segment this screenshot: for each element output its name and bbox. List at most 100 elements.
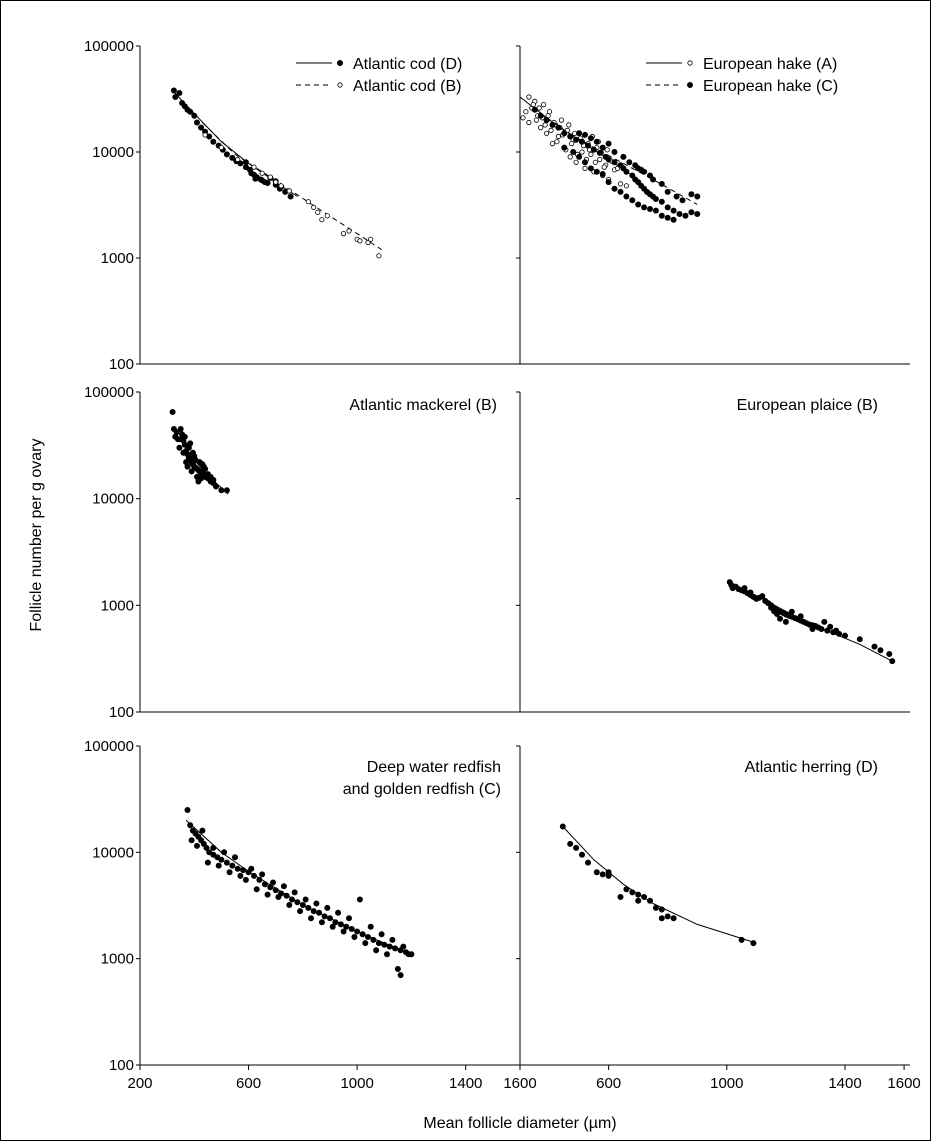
data-point (842, 632, 849, 639)
data-point (286, 188, 292, 194)
data-point (623, 183, 630, 189)
data-point (573, 159, 579, 165)
data-point (856, 636, 863, 643)
data-point (688, 191, 695, 198)
data-point (337, 921, 344, 928)
data-point (376, 253, 382, 259)
data-point (324, 213, 330, 219)
data-point (381, 941, 388, 948)
data-point (774, 611, 781, 618)
data-point (611, 148, 618, 155)
data-point (558, 117, 565, 123)
data-point (576, 153, 583, 160)
data-point (549, 141, 556, 147)
data-point (629, 172, 636, 179)
data-point (561, 144, 568, 151)
data-point (170, 87, 177, 94)
data-point (326, 915, 333, 922)
data-point (542, 122, 548, 128)
data-point (264, 179, 271, 186)
data-point (664, 913, 671, 920)
data-point (592, 159, 598, 165)
data-point (215, 862, 222, 869)
data-point (593, 138, 600, 145)
data-point (184, 463, 191, 470)
data-point (623, 886, 630, 893)
data-point (623, 168, 630, 175)
data-point (611, 185, 618, 192)
data-point (599, 871, 606, 878)
data-point (526, 119, 532, 126)
data-point (617, 181, 624, 187)
legend-label: Atlantic cod (B) (353, 78, 461, 95)
data-point (299, 902, 306, 909)
data-point (226, 869, 233, 876)
panel-title: Atlantic herring (D) (745, 759, 878, 776)
data-point (658, 198, 665, 205)
data-point (652, 195, 659, 202)
data-point (172, 94, 179, 101)
data-point (189, 449, 196, 456)
data-point (824, 627, 831, 634)
data-point (305, 904, 312, 911)
data-point (647, 205, 654, 212)
data-point (567, 133, 574, 140)
data-point (177, 425, 184, 432)
data-point (605, 179, 612, 186)
trend-line (531, 105, 698, 205)
panel-0-1: European hake (A) European hake (C) (519, 56, 838, 223)
x-tick-label: 1400 (828, 1075, 861, 1092)
data-point (394, 966, 401, 973)
data-point (392, 945, 399, 952)
data-point (738, 936, 745, 943)
data-point (679, 197, 686, 204)
data-point (273, 179, 279, 185)
x-tick-label: 200 (127, 1075, 152, 1092)
data-point (357, 238, 363, 244)
data-point (200, 840, 207, 847)
data-point (635, 891, 642, 898)
data-point (554, 139, 560, 145)
data-point (827, 623, 834, 630)
data-point (259, 170, 265, 176)
data-point (378, 931, 385, 938)
data-point (389, 936, 396, 943)
data-point (664, 204, 671, 211)
y-tick-label: 10000 (92, 144, 134, 161)
data-point (248, 865, 255, 872)
data-point (658, 180, 665, 187)
data-point (569, 141, 575, 147)
panels-group: 100000 10000 1000 100 100000 10000 1000 100 1000… (84, 38, 921, 1092)
y-tick-label: 100000 (84, 384, 134, 401)
data-point (368, 236, 374, 242)
data-point (555, 124, 562, 131)
x-tick-label: 600 (236, 1075, 261, 1092)
data-point (267, 884, 274, 891)
data-point (540, 102, 547, 108)
data-point (321, 913, 328, 920)
data-point (375, 940, 382, 947)
data-point (573, 136, 580, 143)
panel-title: Atlantic mackerel (B) (349, 397, 497, 414)
data-point (252, 175, 259, 182)
data-point (599, 170, 606, 177)
data-point (343, 923, 350, 930)
data-point (264, 891, 271, 898)
data-point (364, 934, 371, 941)
data-point (176, 90, 183, 97)
data-point (559, 823, 566, 830)
data-point (316, 909, 323, 916)
y-axis-label: Follicle number per g ovary (28, 439, 45, 632)
data-point (311, 204, 317, 210)
data-point (567, 840, 574, 847)
data-point (199, 827, 206, 834)
data-point (329, 923, 336, 930)
data-point (229, 862, 236, 869)
data-point (593, 168, 600, 175)
x-tick-label: 1000 (340, 1075, 373, 1092)
data-point (203, 844, 210, 851)
data-point (561, 130, 568, 137)
data-point (611, 159, 618, 166)
